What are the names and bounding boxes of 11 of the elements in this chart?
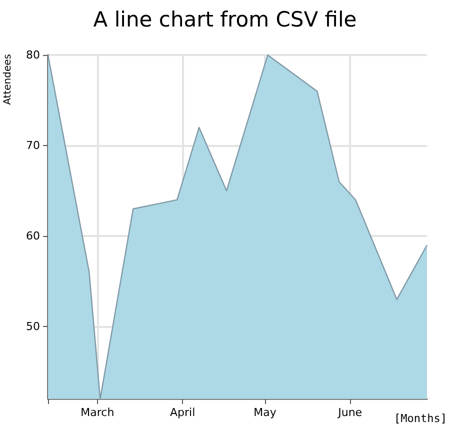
y-tick-label: 60 (26, 230, 40, 243)
y-tick-label: 50 (26, 320, 40, 334)
y-tick-label: 80 (26, 48, 40, 62)
x-tick-label: March (80, 406, 114, 419)
x-tick-label: June (337, 406, 362, 419)
x-tick-label: May (254, 406, 277, 419)
x-tick-label: April (170, 406, 196, 419)
y-tick-label: 70 (26, 139, 40, 152)
y-axis-title: Attendees (2, 54, 14, 105)
x-axis-title: [Months] (394, 412, 448, 425)
chart-title: A line chart from CSV file (93, 8, 357, 32)
